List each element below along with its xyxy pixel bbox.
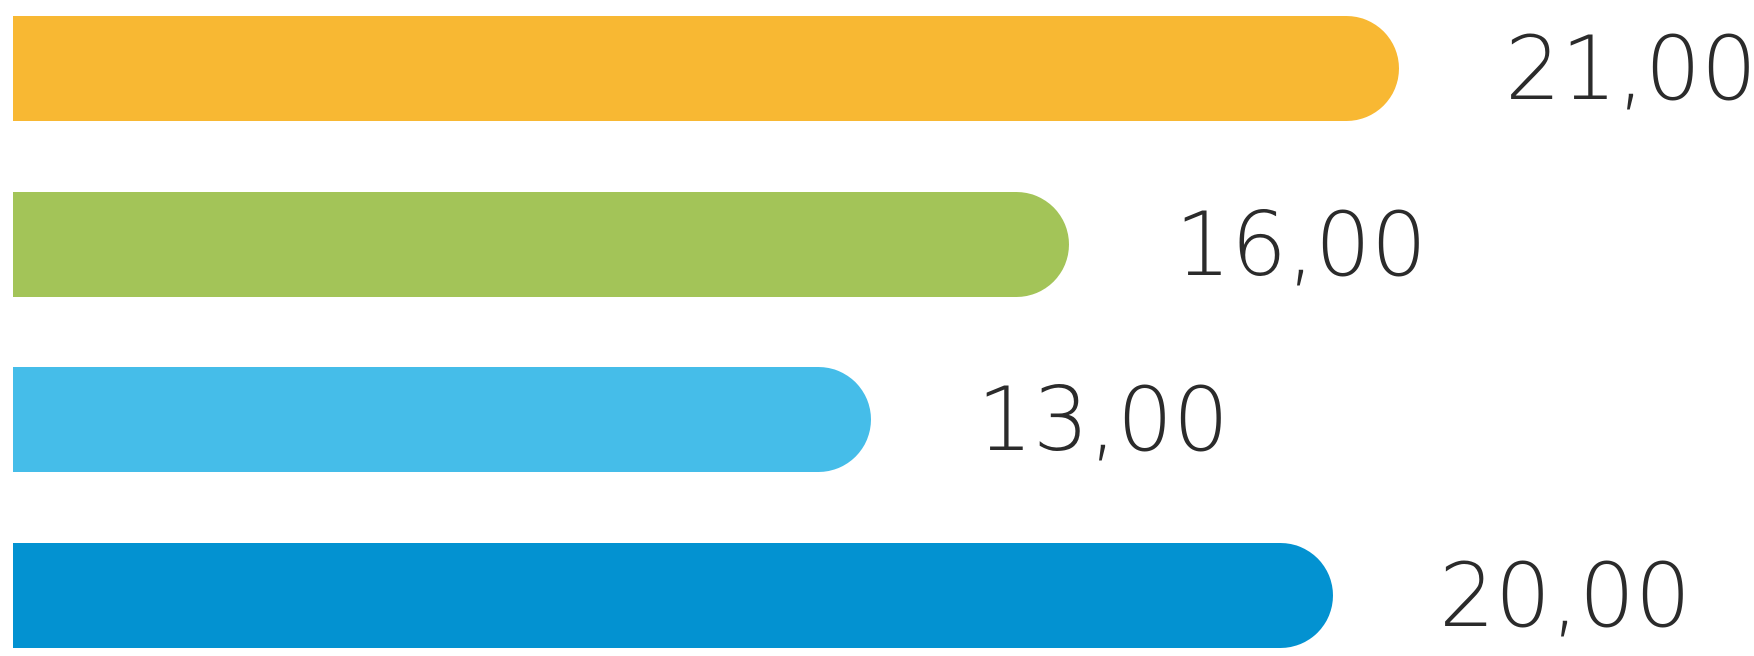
value-label: 21,00 [1505, 17, 1754, 120]
value-label: 20,00 [1439, 544, 1691, 647]
bar [13, 192, 1070, 297]
bar [13, 16, 1399, 121]
value-label: 16,00 [1175, 193, 1427, 296]
bar [13, 367, 872, 473]
value-label: 13,00 [977, 368, 1229, 471]
bar [13, 543, 1333, 648]
